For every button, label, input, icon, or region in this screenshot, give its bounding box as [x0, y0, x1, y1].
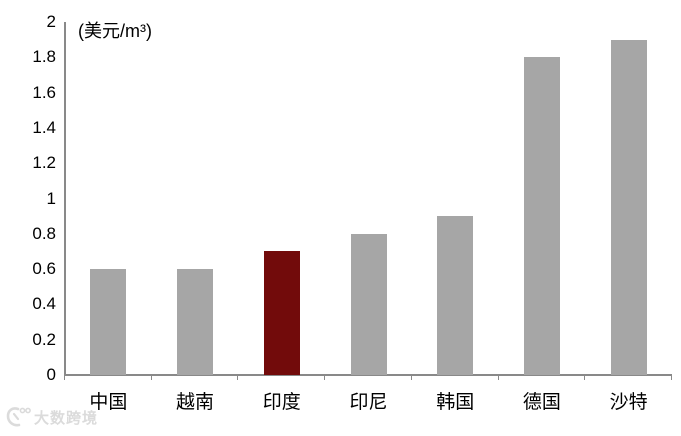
y-axis-tick-label: 1 — [46, 188, 56, 208]
x-axis-line — [64, 374, 672, 376]
watermark-text: 大数跨境 — [34, 409, 99, 427]
x-axis-tick — [584, 375, 586, 380]
bar-4 — [350, 233, 387, 375]
bar-5 — [437, 216, 474, 375]
watermark: 大数跨境 — [5, 406, 98, 428]
x-axis-label-5: 韩国 — [436, 392, 475, 413]
x-axis-tick — [64, 375, 65, 380]
x-axis-tick — [237, 375, 239, 380]
y-axis-unit-label: (美元/m³) — [78, 21, 152, 41]
x-axis-tick — [410, 375, 412, 380]
hand-logo-icon — [6, 407, 31, 427]
y-axis-tick-label: 0 — [46, 365, 56, 384]
bar-7 — [610, 39, 647, 375]
bar-3 — [263, 251, 300, 375]
y-axis-tick-label: 2 — [46, 12, 56, 31]
y-axis-line — [64, 22, 66, 375]
bar-1 — [90, 269, 127, 375]
x-axis-tick — [497, 375, 499, 380]
y-axis-tick-label: 1.2 — [32, 153, 56, 173]
x-axis-tick — [324, 375, 326, 380]
y-axis-tick-label: 0.4 — [32, 294, 56, 314]
y-axis-tick-label: 0.6 — [32, 259, 56, 279]
y-axis-tick-label: 0.2 — [32, 329, 56, 349]
bar-6 — [523, 57, 560, 375]
plot-area — [64, 22, 672, 380]
y-axis-tick-label: 0.8 — [32, 223, 56, 243]
x-axis-label-6: 德国 — [522, 392, 561, 413]
x-axis-label-1: 中国 — [89, 392, 128, 413]
x-axis-label-2: 越南 — [176, 392, 215, 413]
x-axis-label-4: 印尼 — [349, 392, 388, 413]
bar-2 — [177, 269, 214, 375]
x-axis-label-3: 印度 — [262, 392, 301, 413]
x-axis-label-7: 沙特 — [609, 392, 648, 413]
y-axis-tick-label: 1.6 — [32, 82, 56, 102]
x-axis-tick — [150, 375, 152, 380]
y-axis-tick-label: 1.8 — [32, 47, 56, 67]
y-axis-tick-label: 1.4 — [32, 117, 56, 137]
x-axis-tick — [671, 375, 672, 380]
